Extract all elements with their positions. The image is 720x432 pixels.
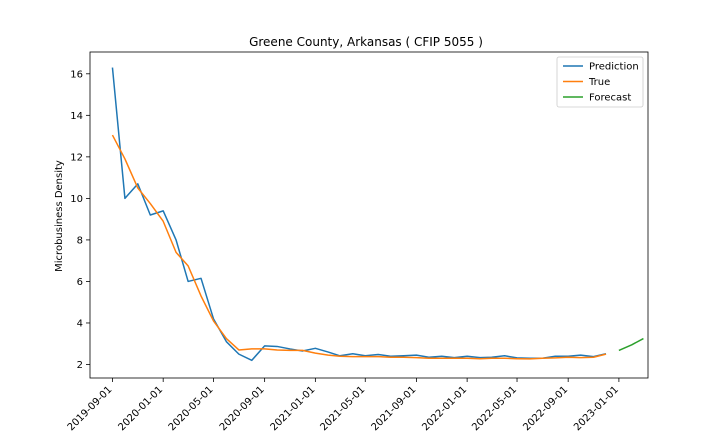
legend-entry: Forecast: [589, 93, 631, 104]
y-tick-label: 4: [77, 318, 83, 329]
y-tick-label: 8: [77, 235, 83, 246]
y-tick-label: 16: [70, 69, 83, 80]
legend-entry: True: [588, 77, 610, 88]
y-axis-label: Microbusiness Density: [54, 160, 65, 272]
chart-title: Greene County, Arkansas ( CFIP 5055 ): [249, 35, 483, 49]
series-line-true: [111, 134, 607, 360]
y-tick-label: 10: [70, 194, 83, 205]
plot-frame: [89, 51, 649, 379]
y-tick-label: 12: [70, 152, 83, 163]
series-line-forecast: [618, 337, 644, 352]
legend: Prediction True Forecast: [556, 56, 644, 108]
y-tick-label: 14: [70, 111, 83, 122]
y-tick-label: 2: [77, 360, 83, 371]
legend-box: [556, 56, 644, 108]
legend-entry: Prediction: [589, 62, 639, 73]
y-tick-label: 6: [77, 277, 83, 288]
